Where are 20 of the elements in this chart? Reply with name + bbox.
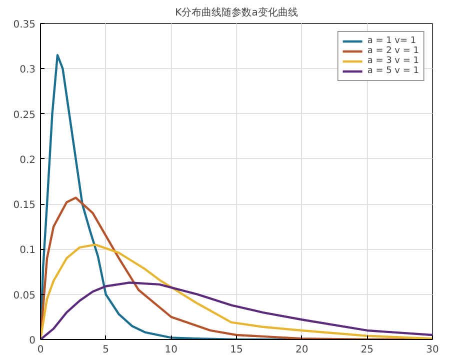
legend-label: a = 2 v = 1 bbox=[367, 46, 419, 56]
y-tick-label: 0 bbox=[29, 336, 36, 346]
y-tick-label: 0.05 bbox=[13, 290, 36, 302]
x-tick-label: 5 bbox=[102, 344, 110, 355]
x-tick-label: 15 bbox=[230, 344, 243, 355]
x-tick-label: 0 bbox=[37, 344, 44, 355]
x-tick-label: 30 bbox=[426, 344, 439, 355]
y-tick-label: 0.15 bbox=[13, 200, 36, 212]
legend-label: a = 5 v = 1 bbox=[367, 66, 419, 76]
chart-title: K分布曲线随参数a变化曲线 bbox=[175, 6, 298, 18]
legend-label: a = 3 v = 1 bbox=[367, 56, 419, 66]
x-tick-label: 20 bbox=[295, 344, 308, 355]
x-tick-label: 10 bbox=[164, 344, 178, 355]
x-tick-label: 25 bbox=[360, 344, 374, 355]
legend-label: a = 1 v= 1 bbox=[367, 36, 416, 46]
y-tick-label: 0.2 bbox=[20, 154, 36, 166]
y-tick-label: 0.1 bbox=[20, 245, 36, 256]
y-tick-label: 0.3 bbox=[20, 64, 36, 76]
y-tick-label: 0.25 bbox=[13, 110, 36, 121]
y-tick-label: 0.35 bbox=[13, 20, 36, 30]
